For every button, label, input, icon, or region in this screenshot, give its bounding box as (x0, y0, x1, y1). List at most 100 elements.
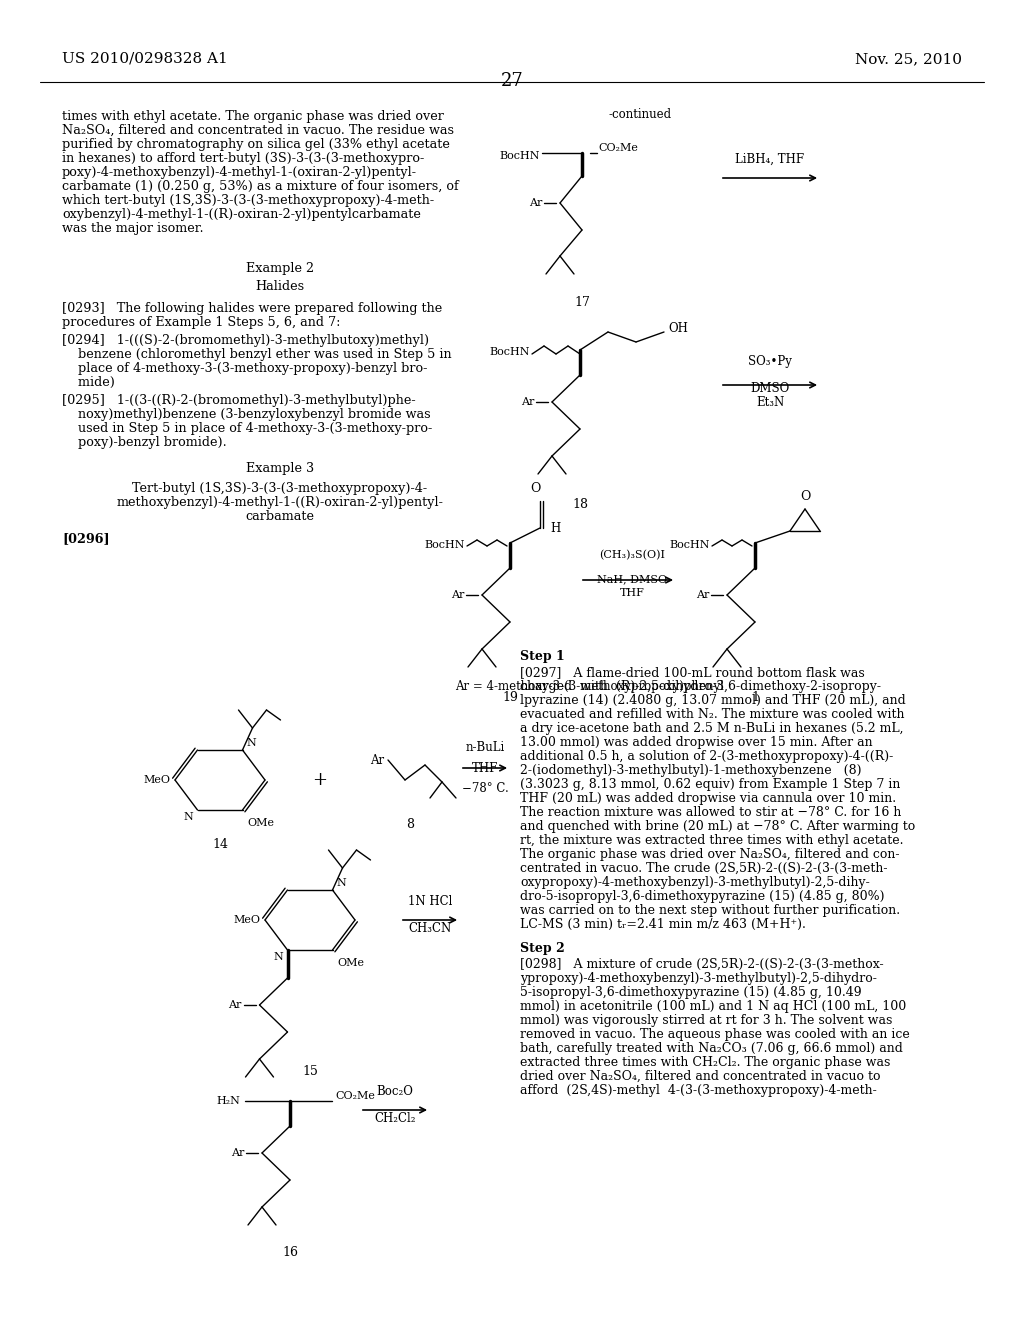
Text: BocHN: BocHN (670, 540, 710, 550)
Text: 19: 19 (502, 690, 518, 704)
Text: Example 2: Example 2 (246, 261, 314, 275)
Text: and quenched with brine (20 mL) at −78° C. After warming to: and quenched with brine (20 mL) at −78° … (520, 820, 915, 833)
Text: OMe: OMe (248, 818, 274, 828)
Text: O: O (529, 482, 541, 495)
Text: dried over Na₂SO₄, filtered and concentrated in vacuo to: dried over Na₂SO₄, filtered and concentr… (520, 1071, 881, 1082)
Text: NaH, DMSO: NaH, DMSO (597, 574, 667, 583)
Text: 13.00 mmol) was added dropwise over 15 min. After an: 13.00 mmol) was added dropwise over 15 m… (520, 737, 872, 748)
Text: 1: 1 (751, 690, 759, 704)
Text: centrated in vacuo. The crude (2S,5R)-2-((S)-2-(3-(3-meth-: centrated in vacuo. The crude (2S,5R)-2-… (520, 862, 888, 875)
Text: 5-isopropyl-3,6-dimethoxypyrazine (15) (4.85 g, 10.49: 5-isopropyl-3,6-dimethoxypyrazine (15) (… (520, 986, 861, 999)
Text: OMe: OMe (338, 958, 365, 968)
Text: was carried on to the next step without further purification.: was carried on to the next step without … (520, 904, 900, 917)
Text: methoxybenzyl)-4-methyl-1-((R)-oxiran-2-yl)pentyl-: methoxybenzyl)-4-methyl-1-((R)-oxiran-2-… (117, 496, 443, 510)
Text: afford  (2S,4S)-methyl  4-(3-(3-methoxypropoxy)-4-meth-: afford (2S,4S)-methyl 4-(3-(3-methoxypro… (520, 1084, 877, 1097)
Text: [0295]   1-((3-((R)-2-(bromomethyl)-3-methylbutyl)phe-: [0295] 1-((3-((R)-2-(bromomethyl)-3-meth… (62, 393, 416, 407)
Text: Ar: Ar (228, 1001, 242, 1010)
Text: Boc₂O: Boc₂O (377, 1085, 414, 1098)
Text: Halides: Halides (255, 280, 304, 293)
Text: removed in vacuo. The aqueous phase was cooled with an ice: removed in vacuo. The aqueous phase was … (520, 1028, 909, 1041)
Text: additional 0.5 h, a solution of 2-(3-methoxypropoxy)-4-((R)-: additional 0.5 h, a solution of 2-(3-met… (520, 750, 893, 763)
Text: Ar: Ar (528, 198, 542, 209)
Text: which tert-butyl (1S,3S)-3-(3-(3-methoxypropoxy)-4-meth-: which tert-butyl (1S,3S)-3-(3-(3-methoxy… (62, 194, 434, 207)
Text: Et₃N: Et₃N (756, 396, 784, 409)
Text: +: + (312, 771, 328, 789)
Text: US 2010/0298328 A1: US 2010/0298328 A1 (62, 51, 227, 66)
Text: BocHN: BocHN (489, 347, 530, 356)
Text: H₂N: H₂N (216, 1096, 240, 1106)
Text: Ar: Ar (230, 1148, 244, 1158)
Text: N: N (247, 738, 256, 748)
Text: BocHN: BocHN (500, 150, 540, 161)
Text: CO₂Me: CO₂Me (335, 1092, 375, 1101)
Text: Ar: Ar (451, 590, 464, 601)
Text: carbamate (1) (0.250 g, 53%) as a mixture of four isomers, of: carbamate (1) (0.250 g, 53%) as a mixtur… (62, 180, 459, 193)
Text: 16: 16 (282, 1246, 298, 1259)
Text: N: N (273, 952, 284, 962)
Text: mide): mide) (62, 376, 115, 389)
Text: rt, the mixture was extracted three times with ethyl acetate.: rt, the mixture was extracted three time… (520, 834, 903, 847)
Text: THF (20 mL) was added dropwise via cannula over 10 min.: THF (20 mL) was added dropwise via cannu… (520, 792, 896, 805)
Text: Nov. 25, 2010: Nov. 25, 2010 (855, 51, 962, 66)
Text: N: N (337, 878, 346, 888)
Text: N: N (183, 812, 194, 822)
Text: lpyrazine (14) (2.4080 g, 13.07 mmol) and THF (20 mL), and: lpyrazine (14) (2.4080 g, 13.07 mmol) an… (520, 694, 906, 708)
Text: noxy)methyl)benzene (3-benzyloxybenzyl bromide was: noxy)methyl)benzene (3-benzyloxybenzyl b… (62, 408, 431, 421)
Text: BocHN: BocHN (425, 540, 465, 550)
Text: n-BuLi: n-BuLi (465, 741, 505, 754)
Text: purified by chromatography on silica gel (33% ethyl acetate: purified by chromatography on silica gel… (62, 139, 450, 150)
Text: 8: 8 (406, 818, 414, 832)
Text: The organic phase was dried over Na₂SO₄, filtered and con-: The organic phase was dried over Na₂SO₄,… (520, 847, 899, 861)
Text: LC-MS (3 min) tᵣ=2.41 min m/z 463 (M+H⁺).: LC-MS (3 min) tᵣ=2.41 min m/z 463 (M+H⁺)… (520, 917, 806, 931)
Text: MeO: MeO (233, 915, 260, 925)
Text: H: H (550, 521, 560, 535)
Text: 27: 27 (501, 73, 523, 90)
Text: was the major isomer.: was the major isomer. (62, 222, 204, 235)
Text: SO₃•Py: SO₃•Py (749, 355, 792, 368)
Text: The reaction mixture was allowed to stir at −78° C. for 16 h: The reaction mixture was allowed to stir… (520, 807, 901, 818)
Text: -continued: -continued (608, 108, 672, 121)
Text: oxypropoxy)-4-methoxybenzyl)-3-methylbutyl)-2,5-dihy-: oxypropoxy)-4-methoxybenzyl)-3-methylbut… (520, 876, 869, 888)
Text: oxybenzyl)-4-methyl-1-((R)-oxiran-2-yl)pentylcarbamate: oxybenzyl)-4-methyl-1-((R)-oxiran-2-yl)p… (62, 209, 421, 220)
Text: MeO: MeO (143, 775, 170, 785)
Text: [0293]   The following halides were prepared following the: [0293] The following halides were prepar… (62, 302, 442, 315)
Text: evacuated and refilled with N₂. The mixture was cooled with: evacuated and refilled with N₂. The mixt… (520, 708, 904, 721)
Text: mmol) was vigorously stirred at rt for 3 h. The solvent was: mmol) was vigorously stirred at rt for 3… (520, 1014, 892, 1027)
Text: O: O (800, 490, 810, 503)
Text: procedures of Example 1 Steps 5, 6, and 7:: procedures of Example 1 Steps 5, 6, and … (62, 315, 341, 329)
Text: OH: OH (668, 322, 688, 334)
Text: Ar: Ar (695, 590, 709, 601)
Text: carbamate: carbamate (246, 510, 314, 523)
Text: Ar: Ar (370, 754, 384, 767)
Text: [0297]   A flame-dried 100-mL round bottom flask was: [0297] A flame-dried 100-mL round bottom… (520, 667, 864, 678)
Text: bath, carefully treated with Na₂CO₃ (7.06 g, 66.6 mmol) and: bath, carefully treated with Na₂CO₃ (7.0… (520, 1041, 903, 1055)
Text: used in Step 5 in place of 4-methoxy-3-(3-methoxy-pro-: used in Step 5 in place of 4-methoxy-3-(… (62, 422, 432, 436)
Text: Step 2: Step 2 (520, 942, 565, 954)
Text: (3.3023 g, 8.13 mmol, 0.62 equiv) from Example 1 Step 7 in: (3.3023 g, 8.13 mmol, 0.62 equiv) from E… (520, 777, 900, 791)
Text: dro-5-isopropyl-3,6-dimethoxypyrazine (15) (4.85 g, 80%): dro-5-isopropyl-3,6-dimethoxypyrazine (1… (520, 890, 885, 903)
Text: [0298]   A mixture of crude (2S,5R)-2-((S)-2-(3-(3-methox-: [0298] A mixture of crude (2S,5R)-2-((S)… (520, 958, 884, 972)
Text: THF: THF (620, 587, 644, 598)
Text: Example 3: Example 3 (246, 462, 314, 475)
Text: times with ethyl acetate. The organic phase was dried over: times with ethyl acetate. The organic ph… (62, 110, 443, 123)
Text: [0296]: [0296] (62, 532, 110, 545)
Text: 15: 15 (302, 1065, 317, 1078)
Text: 1N HCl: 1N HCl (408, 895, 453, 908)
Text: CH₃CN: CH₃CN (409, 921, 452, 935)
Text: in hexanes) to afford tert-butyl (3S)-3-(3-(3-methoxypro-: in hexanes) to afford tert-butyl (3S)-3-… (62, 152, 424, 165)
Text: Na₂SO₄, filtered and concentrated in vacuo. The residue was: Na₂SO₄, filtered and concentrated in vac… (62, 124, 454, 137)
Text: DMSO: DMSO (751, 381, 790, 395)
Text: Ar: Ar (520, 397, 534, 407)
Text: poxy)-benzyl bromide).: poxy)-benzyl bromide). (62, 436, 226, 449)
Text: a dry ice-acetone bath and 2.5 M n-BuLi in hexanes (5.2 mL,: a dry ice-acetone bath and 2.5 M n-BuLi … (520, 722, 903, 735)
Text: LiBH₄, THF: LiBH₄, THF (735, 153, 805, 166)
Text: charged  with  (R)-2,5-dihydro-3,6-dimethoxy-2-isopropy-: charged with (R)-2,5-dihydro-3,6-dimetho… (520, 680, 881, 693)
Text: THF: THF (472, 762, 499, 775)
Text: 17: 17 (574, 296, 590, 309)
Text: [0294]   1-(((S)-2-(bromomethyl)-3-methylbutoxy)methyl): [0294] 1-(((S)-2-(bromomethyl)-3-methylb… (62, 334, 429, 347)
Text: 18: 18 (572, 498, 588, 511)
Text: place of 4-methoxy-3-(3-methoxy-propoxy)-benzyl bro-: place of 4-methoxy-3-(3-methoxy-propoxy)… (62, 362, 427, 375)
Text: extracted three times with CH₂Cl₂. The organic phase was: extracted three times with CH₂Cl₂. The o… (520, 1056, 891, 1069)
Text: CO₂Me: CO₂Me (598, 143, 638, 153)
Text: CH₂Cl₂: CH₂Cl₂ (374, 1111, 416, 1125)
